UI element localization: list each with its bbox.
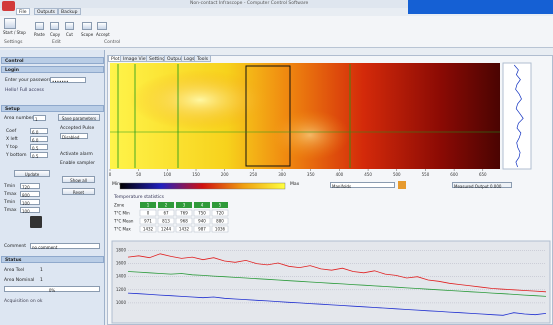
x-tick-label: 650 [479,172,487,177]
x-tick-label: 50 [136,172,142,177]
cell-text: 0 [147,211,150,216]
cell-text: T°C Min [113,211,130,216]
app-window: Non-contact Infrascope - Computer Contro… [0,0,553,325]
cell-text: 813 [162,219,170,224]
cell-text: T°C Mean [113,219,134,224]
x-tick-label: 0 [109,172,112,177]
column-header: 1 [147,203,150,208]
cell-text: 769 [180,211,188,216]
chart-area [112,241,550,323]
x-tick-label: 100 [164,172,172,177]
cell-text: 750 [198,211,206,216]
cell-text: 1432 [179,227,190,232]
graphics: 050100150200250300350400450500550600650Z… [0,0,553,325]
column-header: 5 [219,203,222,208]
hot-spot [270,110,350,160]
x-tick-label: 500 [393,172,401,177]
cell-text: T°C Max [113,227,131,232]
x-tick-label: 550 [422,172,430,177]
x-tick-label: 350 [307,172,315,177]
cell-text: 1432 [143,227,154,232]
cell-text: 720 [216,211,224,216]
y-tick-label: 1400 [116,274,127,279]
cell-text: 67 [163,211,169,216]
column-header: 4 [201,203,204,208]
x-tick-label: 400 [336,172,344,177]
hot-spot [130,70,270,130]
x-tick-label: 600 [450,172,458,177]
x-tick-label: 250 [250,172,258,177]
cell-text: 1036 [215,227,226,232]
x-tick-label: 200 [221,172,229,177]
cell-text: 940 [198,219,206,224]
profile-plot [503,63,531,169]
y-tick-label: 1600 [116,261,127,266]
column-header: 2 [165,203,168,208]
cell-text: 968 [180,219,188,224]
colorbar [120,183,285,189]
cell-text: 971 [144,219,152,224]
y-tick-label: 1800 [116,248,127,253]
cell-text: 880 [216,219,224,224]
column-header: 3 [183,203,186,208]
column-header: Zone [114,203,125,208]
x-tick-label: 150 [192,172,200,177]
y-tick-label: 1000 [116,300,127,305]
x-tick-label: 450 [364,172,372,177]
cell-text: 1244 [161,227,172,232]
cell-text: 987 [198,227,206,232]
x-tick-label: 300 [278,172,286,177]
y-tick-label: 1200 [116,287,127,292]
